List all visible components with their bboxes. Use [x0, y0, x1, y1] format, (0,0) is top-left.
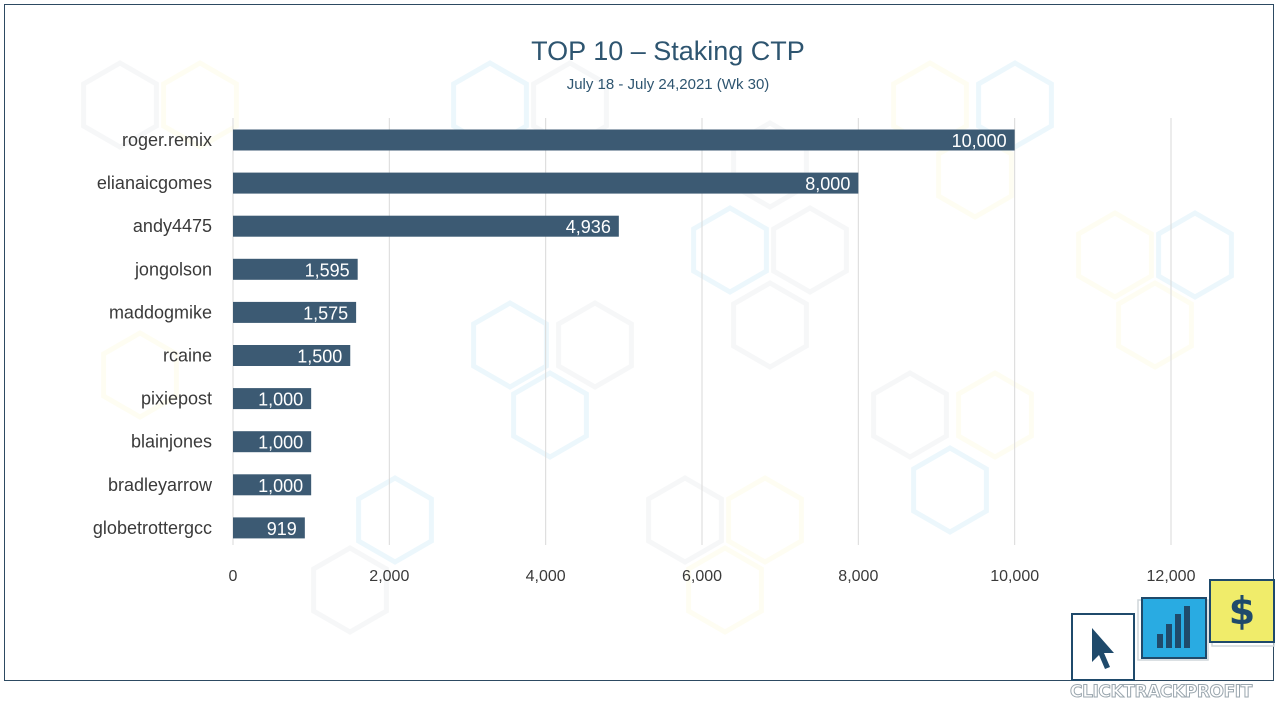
- category-label: bradleyarrow: [108, 475, 213, 495]
- bar-value-label: 1,000: [258, 433, 303, 453]
- watermark-hexagon: [1076, 210, 1154, 300]
- category-label: blainjones: [131, 432, 212, 452]
- watermark-hexagon: [1116, 280, 1194, 370]
- watermark-hexagon: [871, 370, 949, 460]
- x-tick-label: 4,000: [526, 568, 566, 585]
- bar-value-label: 10,000: [952, 131, 1007, 151]
- watermark-hexagon: [771, 205, 849, 295]
- watermark-hexagon: [686, 545, 764, 635]
- category-label: pixiepost: [141, 389, 212, 409]
- x-tick-label: 12,000: [1147, 568, 1196, 585]
- bars: 10,000 8,000 4,936 1,595 1,575 1,500 1,000 1,00…: [233, 129, 1015, 539]
- watermark-hexagon: [81, 60, 159, 150]
- bar: [233, 388, 312, 410]
- x-tick-label: 8,000: [838, 568, 878, 585]
- bar: [233, 215, 619, 237]
- cursor-icon: [1092, 628, 1114, 669]
- svg-text:$: $: [1229, 589, 1255, 633]
- logo-wordmark: CLICKTRACKPROFIT: [1070, 682, 1253, 703]
- bar: [233, 431, 312, 453]
- watermark-hexagon: [646, 475, 724, 565]
- bar: [233, 517, 305, 539]
- clicktrackprofit-logo: $: [1071, 579, 1275, 681]
- category-label: elianaicgomes: [97, 173, 212, 193]
- watermark-hexagon: [956, 370, 1034, 460]
- x-tick-label: 10,000: [990, 568, 1039, 585]
- bar-value-label: 1,575: [303, 303, 348, 323]
- watermark-hexagon: [691, 205, 769, 295]
- chart-title: TOP 10 – Staking CTP: [531, 36, 805, 66]
- bar-value-label: 1,000: [258, 390, 303, 410]
- watermark-hexagon: [556, 300, 634, 390]
- bar: [233, 301, 357, 323]
- bar: [233, 129, 1015, 151]
- watermark-hexagon: [726, 475, 804, 565]
- watermark-hexagon: [161, 60, 239, 150]
- logo-graphic: $: [1071, 579, 1275, 681]
- dollar-icon: $: [1229, 589, 1255, 633]
- bar-value-label: 1,595: [305, 260, 350, 280]
- watermark-hexagon: [1156, 210, 1234, 300]
- watermark-hexagon: [511, 370, 589, 460]
- bar-chart-icon: [1157, 606, 1190, 648]
- watermark-hexagon: [731, 280, 809, 370]
- bar: [233, 172, 859, 194]
- bar-value-label: 1,000: [258, 476, 303, 496]
- bar-value-label: 919: [267, 519, 297, 539]
- category-label: roger.remix: [122, 130, 212, 150]
- bar: [233, 258, 358, 280]
- x-axis-tick-labels: 0 2,000 4,000 6,000 8,000 10,000 12,000: [229, 568, 1196, 585]
- x-tick-label: 6,000: [682, 568, 722, 585]
- watermark-hexagon: [356, 475, 434, 565]
- x-tick-label: 0: [229, 568, 238, 585]
- watermark-hexagon: [936, 130, 1014, 220]
- category-label: rcaine: [163, 346, 212, 366]
- watermark-hexagon: [471, 300, 549, 390]
- bar: [233, 345, 351, 366]
- chart-frame: [4, 4, 1274, 681]
- x-tick-label: 2,000: [369, 568, 409, 585]
- watermark-hexagon: [311, 545, 389, 635]
- chart-subtitle: July 18 - July 24,2021 (Wk 30): [567, 76, 770, 93]
- bar-value-label: 4,936: [566, 217, 611, 237]
- category-label: globetrottergcc: [93, 518, 212, 538]
- watermark-hexagon: [101, 330, 179, 420]
- watermark-hexagon: [911, 445, 989, 535]
- bar-value-label: 8,000: [805, 174, 850, 194]
- category-labels: roger.remix elianaicgomes andy4475 jongolso…: [93, 130, 213, 538]
- category-label: maddogmike: [109, 302, 212, 322]
- bar: [233, 474, 312, 496]
- bar-value-label: 1,500: [297, 347, 342, 367]
- category-label: andy4475: [133, 216, 212, 236]
- category-label: jongolson: [134, 259, 212, 279]
